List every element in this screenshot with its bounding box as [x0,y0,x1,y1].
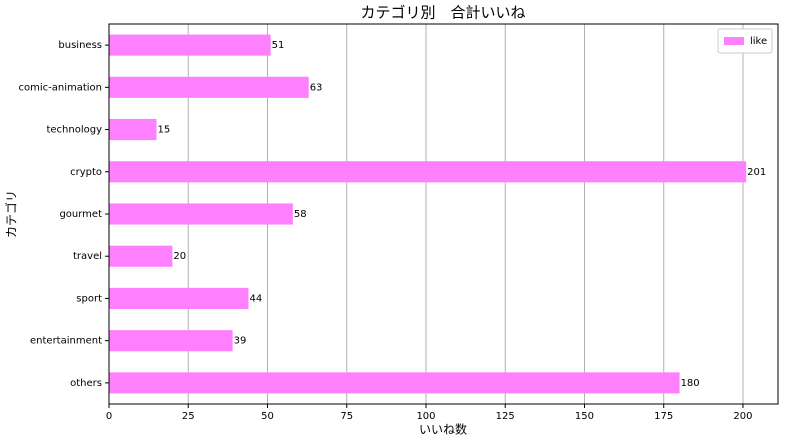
value-label: 51 [272,40,285,51]
y-tick-label: comic-animation [18,82,102,93]
y-tick-label: technology [46,125,102,136]
bar [109,119,157,141]
bar [109,287,249,309]
value-label: 58 [294,209,307,220]
x-tick-label: 150 [575,411,594,422]
value-label: 63 [310,82,323,93]
x-tick-label: 0 [106,411,112,422]
legend-swatch [724,37,744,45]
y-tick-label: entertainment [30,336,102,347]
value-label: 201 [747,167,766,178]
y-tick-label: business [58,40,102,51]
chart-title: カテゴリ別 合計いいね [360,4,525,22]
y-tick-label: crypto [70,167,102,178]
x-tick-label: 175 [654,411,673,422]
x-tick-label: 125 [496,411,515,422]
y-tick-label: gourmet [59,209,102,220]
x-axis-label: いいね数 [419,422,467,437]
bar [109,161,747,183]
value-label: 39 [234,336,247,347]
y-axis-label: カテゴリ [4,190,19,238]
y-tick-label: travel [73,251,102,262]
x-tick-label: 200 [733,411,752,422]
bar [109,76,309,98]
legend-label: like [750,36,767,47]
x-tick-label: 100 [416,411,435,422]
x-tick-label: 50 [261,411,274,422]
value-label: 180 [681,378,700,389]
bar [109,245,173,267]
legend-box [717,28,773,54]
bar [109,372,680,394]
bar [109,34,271,56]
value-label: 44 [249,293,262,304]
x-tick-label: 25 [182,411,195,422]
axes-frame [108,23,779,405]
x-tick-label: 75 [340,411,353,422]
value-label: 20 [173,251,186,262]
y-tick-label: sport [76,293,102,304]
bar [109,330,233,352]
value-label: 15 [158,125,171,136]
y-tick-label: others [70,378,102,389]
bar [109,203,293,225]
